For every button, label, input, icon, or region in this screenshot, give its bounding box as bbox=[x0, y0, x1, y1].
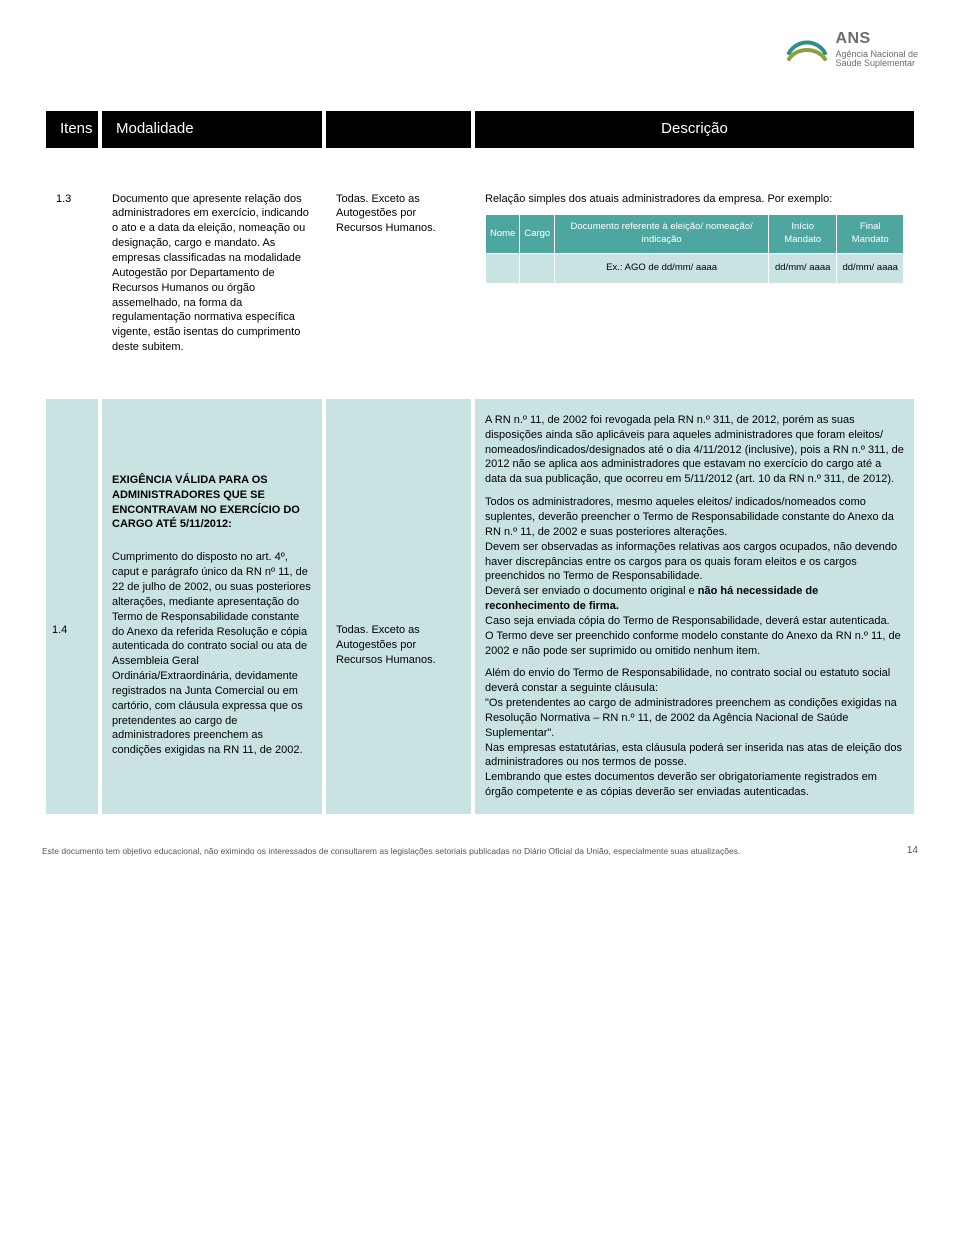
inner-td-nome bbox=[486, 254, 520, 284]
item-number: 1.3 bbox=[56, 192, 88, 207]
spacer bbox=[46, 148, 914, 178]
ans-logo: ANS Agência Nacional de Saúde Suplementa… bbox=[787, 28, 918, 69]
inner-th-final: Final Mandato bbox=[837, 215, 904, 254]
header-bar: ANS Agência Nacional de Saúde Suplementa… bbox=[42, 28, 918, 69]
desc-p8: "Os pretendentes ao cargo de administrad… bbox=[485, 696, 904, 741]
inner-th-nome: Nome bbox=[486, 215, 520, 254]
footer-text: Este documento tem objetivo educacional,… bbox=[42, 846, 740, 857]
col-header-spacer bbox=[326, 111, 471, 147]
inner-td-doc: Ex.: AGO de dd/mm/ aaaa bbox=[555, 254, 769, 284]
desc-p4: Deverá ser enviado o documento original … bbox=[485, 584, 904, 614]
page-number: 14 bbox=[899, 844, 918, 858]
table-row-13: 1.3 Documento que apresente relação dos … bbox=[46, 178, 914, 369]
desc-p4a: Deverá ser enviado o documento original … bbox=[485, 585, 698, 597]
desc-p2: Todos os administradores, mesmo aqueles … bbox=[485, 495, 904, 540]
inner-th-inicio: Início Mandato bbox=[769, 215, 837, 254]
col-header-modalidade: Modalidade bbox=[102, 111, 322, 147]
desc-p10: Lembrando que estes documentos deverão s… bbox=[485, 770, 904, 800]
logo-abbr: ANS bbox=[835, 28, 918, 50]
col3-text: Todas. Exceto as Autogestões por Recurso… bbox=[336, 623, 461, 668]
descricao-block: A RN n.º 11, de 2002 foi revogada pela R… bbox=[485, 413, 904, 800]
col3-text: Todas. Exceto as Autogestões por Recurso… bbox=[336, 192, 461, 237]
inner-th-cargo: Cargo bbox=[520, 215, 555, 254]
inner-th-doc: Documento referente à eleição/ nomeação/… bbox=[555, 215, 769, 254]
spacer bbox=[46, 369, 914, 399]
modalidade-text: Documento que apresente relação dos admi… bbox=[112, 192, 312, 355]
item-number: 1.4 bbox=[52, 623, 88, 638]
modalidade-heading: EXIGÊNCIA VÁLIDA PARA OS ADMINISTRADORES… bbox=[112, 473, 312, 532]
logo-line2: Saúde Suplementar bbox=[835, 59, 918, 69]
desc-p9: Nas empresas estatutárias, esta cláusula… bbox=[485, 741, 904, 771]
inner-td-cargo bbox=[520, 254, 555, 284]
modalidade-text: Cumprimento do disposto no art. 4º, capu… bbox=[112, 550, 312, 758]
desc-p1: A RN n.º 11, de 2002 foi revogada pela R… bbox=[485, 413, 904, 487]
desc-intro: Relação simples dos atuais administrador… bbox=[485, 192, 904, 207]
desc-p3: Devem ser observadas as informações rela… bbox=[485, 540, 904, 585]
desc-p7: Além do envio do Termo de Responsabilida… bbox=[485, 666, 904, 696]
footer: Este documento tem objetivo educacional,… bbox=[42, 844, 918, 858]
main-table: Itens Modalidade Descrição 1.3 Documento… bbox=[42, 111, 918, 814]
page-container: ANS Agência Nacional de Saúde Suplementa… bbox=[0, 0, 960, 878]
table-row-14: 1.4 EXIGÊNCIA VÁLIDA PARA OS ADMINISTRAD… bbox=[46, 399, 914, 814]
inner-td-final: dd/mm/ aaaa bbox=[837, 254, 904, 284]
desc-p6: O Termo deve ser preenchido conforme mod… bbox=[485, 629, 904, 659]
col-header-descricao: Descrição bbox=[475, 111, 914, 147]
inner-td-inicio: dd/mm/ aaaa bbox=[769, 254, 837, 284]
ans-logo-mark bbox=[787, 33, 827, 65]
desc-p5: Caso seja enviada cópia do Termo de Resp… bbox=[485, 614, 904, 629]
inner-table: Nome Cargo Documento referente à eleição… bbox=[485, 214, 904, 283]
col-header-itens: Itens bbox=[46, 111, 98, 147]
ans-logo-text: ANS Agência Nacional de Saúde Suplementa… bbox=[835, 28, 918, 69]
